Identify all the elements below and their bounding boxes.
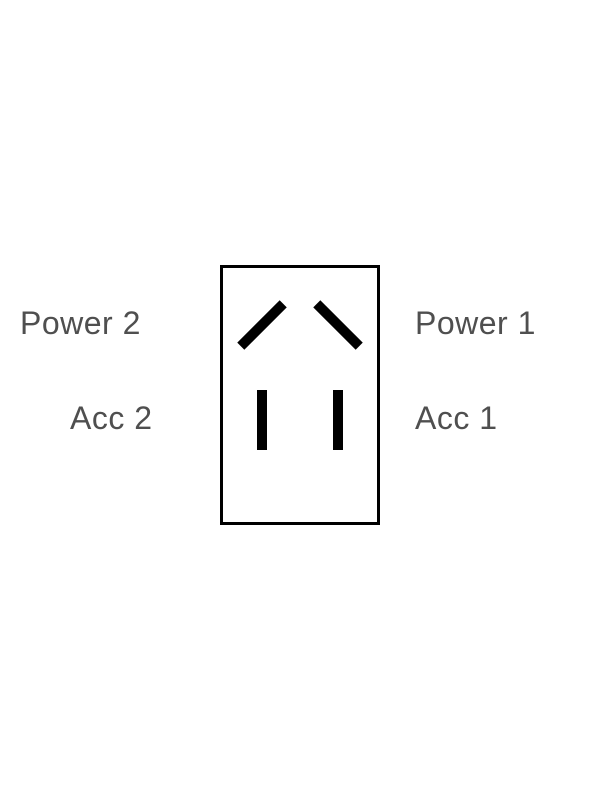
diagram-stage: Power 2 Power 1 Acc 2 Acc 1 [0, 0, 600, 800]
connector-outline [220, 265, 380, 525]
pin-acc-1 [333, 390, 343, 450]
label-acc-1: Acc 1 [415, 400, 498, 437]
label-power-1: Power 1 [415, 305, 536, 342]
pin-acc-2 [257, 390, 267, 450]
label-power-2: Power 2 [20, 305, 141, 342]
label-acc-2: Acc 2 [70, 400, 153, 437]
